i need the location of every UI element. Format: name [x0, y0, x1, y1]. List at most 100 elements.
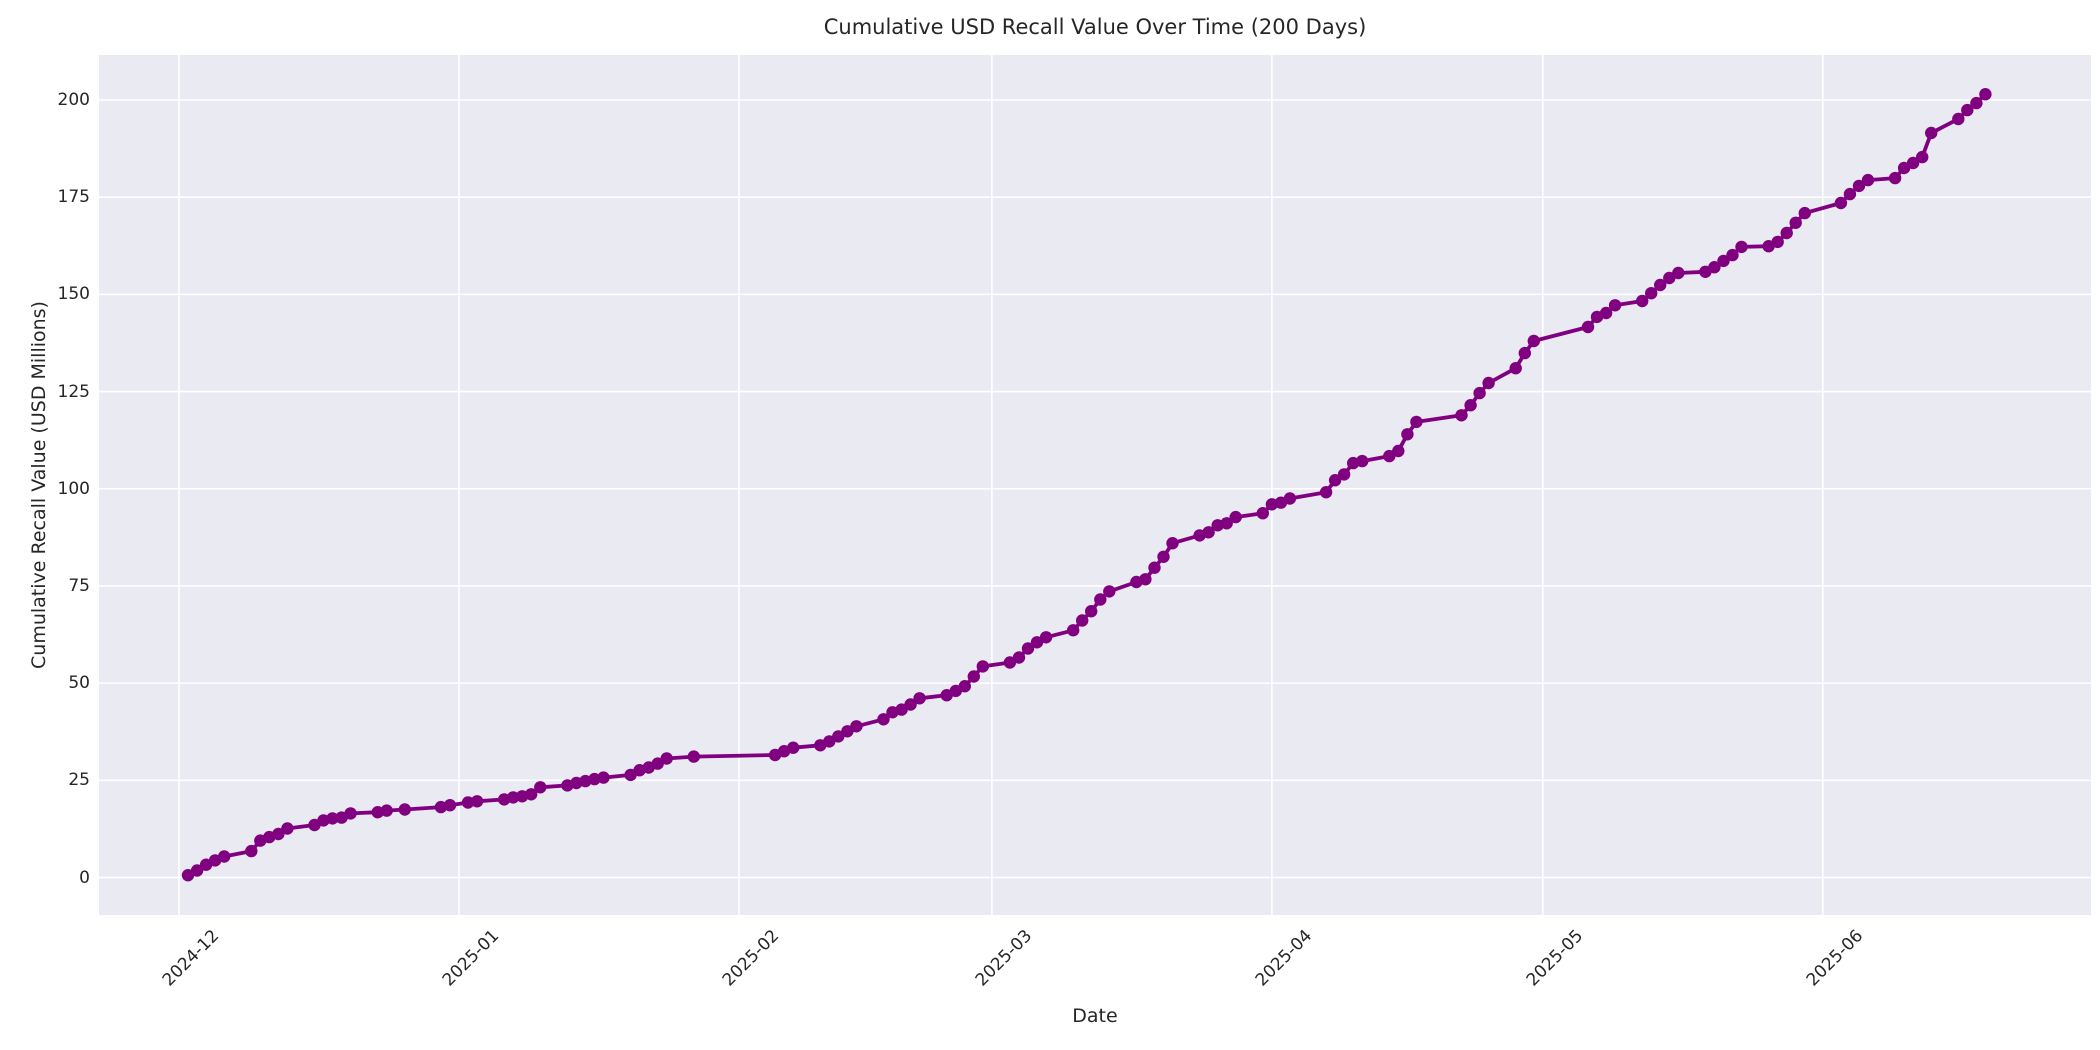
data-point-marker — [1256, 507, 1270, 520]
data-point-marker — [398, 803, 411, 816]
y-tick-label: 0 — [79, 867, 90, 888]
data-point-marker — [1789, 216, 1802, 229]
y-tick-label: 125 — [57, 381, 90, 402]
axes-background — [99, 55, 2091, 915]
data-point-marker — [1852, 179, 1866, 193]
data-point-marker — [1979, 88, 1992, 101]
data-point-marker — [1925, 126, 1938, 140]
data-point-marker — [850, 720, 863, 733]
data-point-marker — [1717, 254, 1730, 268]
data-point-marker — [1599, 306, 1613, 320]
y-tick-label: 50 — [68, 673, 90, 694]
data-point-marker — [1030, 636, 1044, 649]
data-point-marker — [1916, 150, 1929, 164]
data-point-marker — [1645, 287, 1658, 300]
data-point-marker — [1726, 248, 1739, 262]
data-point-marker — [1229, 510, 1242, 524]
data-point-marker — [1094, 593, 1107, 606]
data-point-marker — [1392, 444, 1405, 458]
data-point-marker — [190, 864, 204, 877]
data-point-marker — [218, 850, 231, 863]
chart-title: Cumulative USD Recall Value Over Time (2… — [823, 15, 1367, 39]
y-tick-label: 75 — [68, 575, 90, 596]
data-point-marker — [470, 795, 484, 808]
data-point-marker — [877, 713, 890, 726]
data-point-marker — [1961, 103, 1974, 117]
data-point-marker — [1401, 428, 1414, 441]
data-point-marker — [1771, 235, 1784, 249]
data-point-marker — [1518, 346, 1532, 360]
data-point-marker — [1067, 624, 1080, 637]
data-point-marker — [1473, 386, 1486, 400]
data-point-marker — [525, 788, 538, 801]
data-point-marker — [1509, 362, 1522, 375]
data-point-marker — [1012, 651, 1026, 664]
data-point-marker — [1581, 320, 1595, 334]
data-point-marker — [967, 670, 980, 683]
data-point-marker — [380, 804, 393, 817]
y-tick-label: 200 — [57, 90, 90, 110]
data-point-marker — [904, 698, 917, 711]
data-point-marker — [281, 822, 294, 835]
y-tick-label: 150 — [57, 284, 90, 305]
data-point-marker — [1843, 187, 1857, 201]
data-point-marker — [1608, 299, 1622, 312]
data-point-marker — [660, 752, 673, 765]
data-point-marker — [344, 807, 357, 820]
data-point-marker — [507, 791, 520, 804]
data-point-marker — [1708, 261, 1721, 274]
data-point-marker — [326, 812, 339, 825]
data-point-marker — [1021, 642, 1035, 655]
data-point-marker — [1157, 550, 1170, 563]
data-point-marker — [1383, 449, 1396, 463]
data-point-marker — [534, 781, 547, 794]
y-tick-label: 175 — [57, 187, 90, 208]
data-point-marker — [1482, 376, 1495, 390]
data-point-marker — [651, 757, 664, 770]
data-point-marker — [1139, 573, 1152, 586]
data-point-marker — [1220, 517, 1233, 530]
data-point-marker — [1085, 605, 1098, 618]
data-point-marker — [1834, 196, 1848, 210]
data-point-marker — [1202, 526, 1215, 539]
data-point-marker — [958, 680, 971, 693]
data-point-marker — [461, 796, 475, 809]
data-point-marker — [1356, 454, 1369, 468]
data-point-marker — [597, 771, 610, 784]
data-point-marker — [1636, 294, 1649, 308]
data-point-marker — [976, 660, 989, 673]
data-point-marker — [1455, 409, 1468, 422]
data-point-marker — [1735, 240, 1748, 254]
data-point-marker — [1148, 561, 1161, 574]
data-point-marker — [1952, 112, 1965, 126]
data-point-marker — [181, 869, 195, 882]
data-point-marker — [1654, 278, 1667, 292]
data-point-marker — [272, 827, 285, 841]
data-point-marker — [1888, 171, 1902, 185]
data-point-marker — [1861, 173, 1875, 187]
data-point-marker — [1970, 96, 1983, 110]
data-point-marker — [895, 703, 908, 716]
data-point-marker — [1527, 334, 1541, 348]
data-point-marker — [687, 750, 700, 763]
data-point-marker — [245, 844, 258, 858]
data-point-marker — [1039, 631, 1053, 644]
data-point-marker — [1672, 266, 1685, 280]
data-point-marker — [1337, 468, 1351, 481]
y-tick-label: 25 — [68, 770, 90, 791]
data-point-marker — [1003, 656, 1017, 669]
data-point-marker — [1780, 226, 1793, 240]
data-point-marker — [1410, 415, 1423, 429]
data-point-marker — [1283, 492, 1297, 505]
data-point-marker — [787, 741, 800, 754]
data-point-marker — [1166, 537, 1179, 550]
data-point-marker — [1464, 399, 1477, 412]
data-point-marker — [1076, 614, 1089, 627]
data-point-marker — [1319, 486, 1333, 499]
data-point-marker — [443, 799, 457, 812]
data-point-marker — [1103, 585, 1116, 598]
data-point-marker — [1906, 156, 1920, 170]
x-axis-label: Date — [1072, 1005, 1118, 1027]
